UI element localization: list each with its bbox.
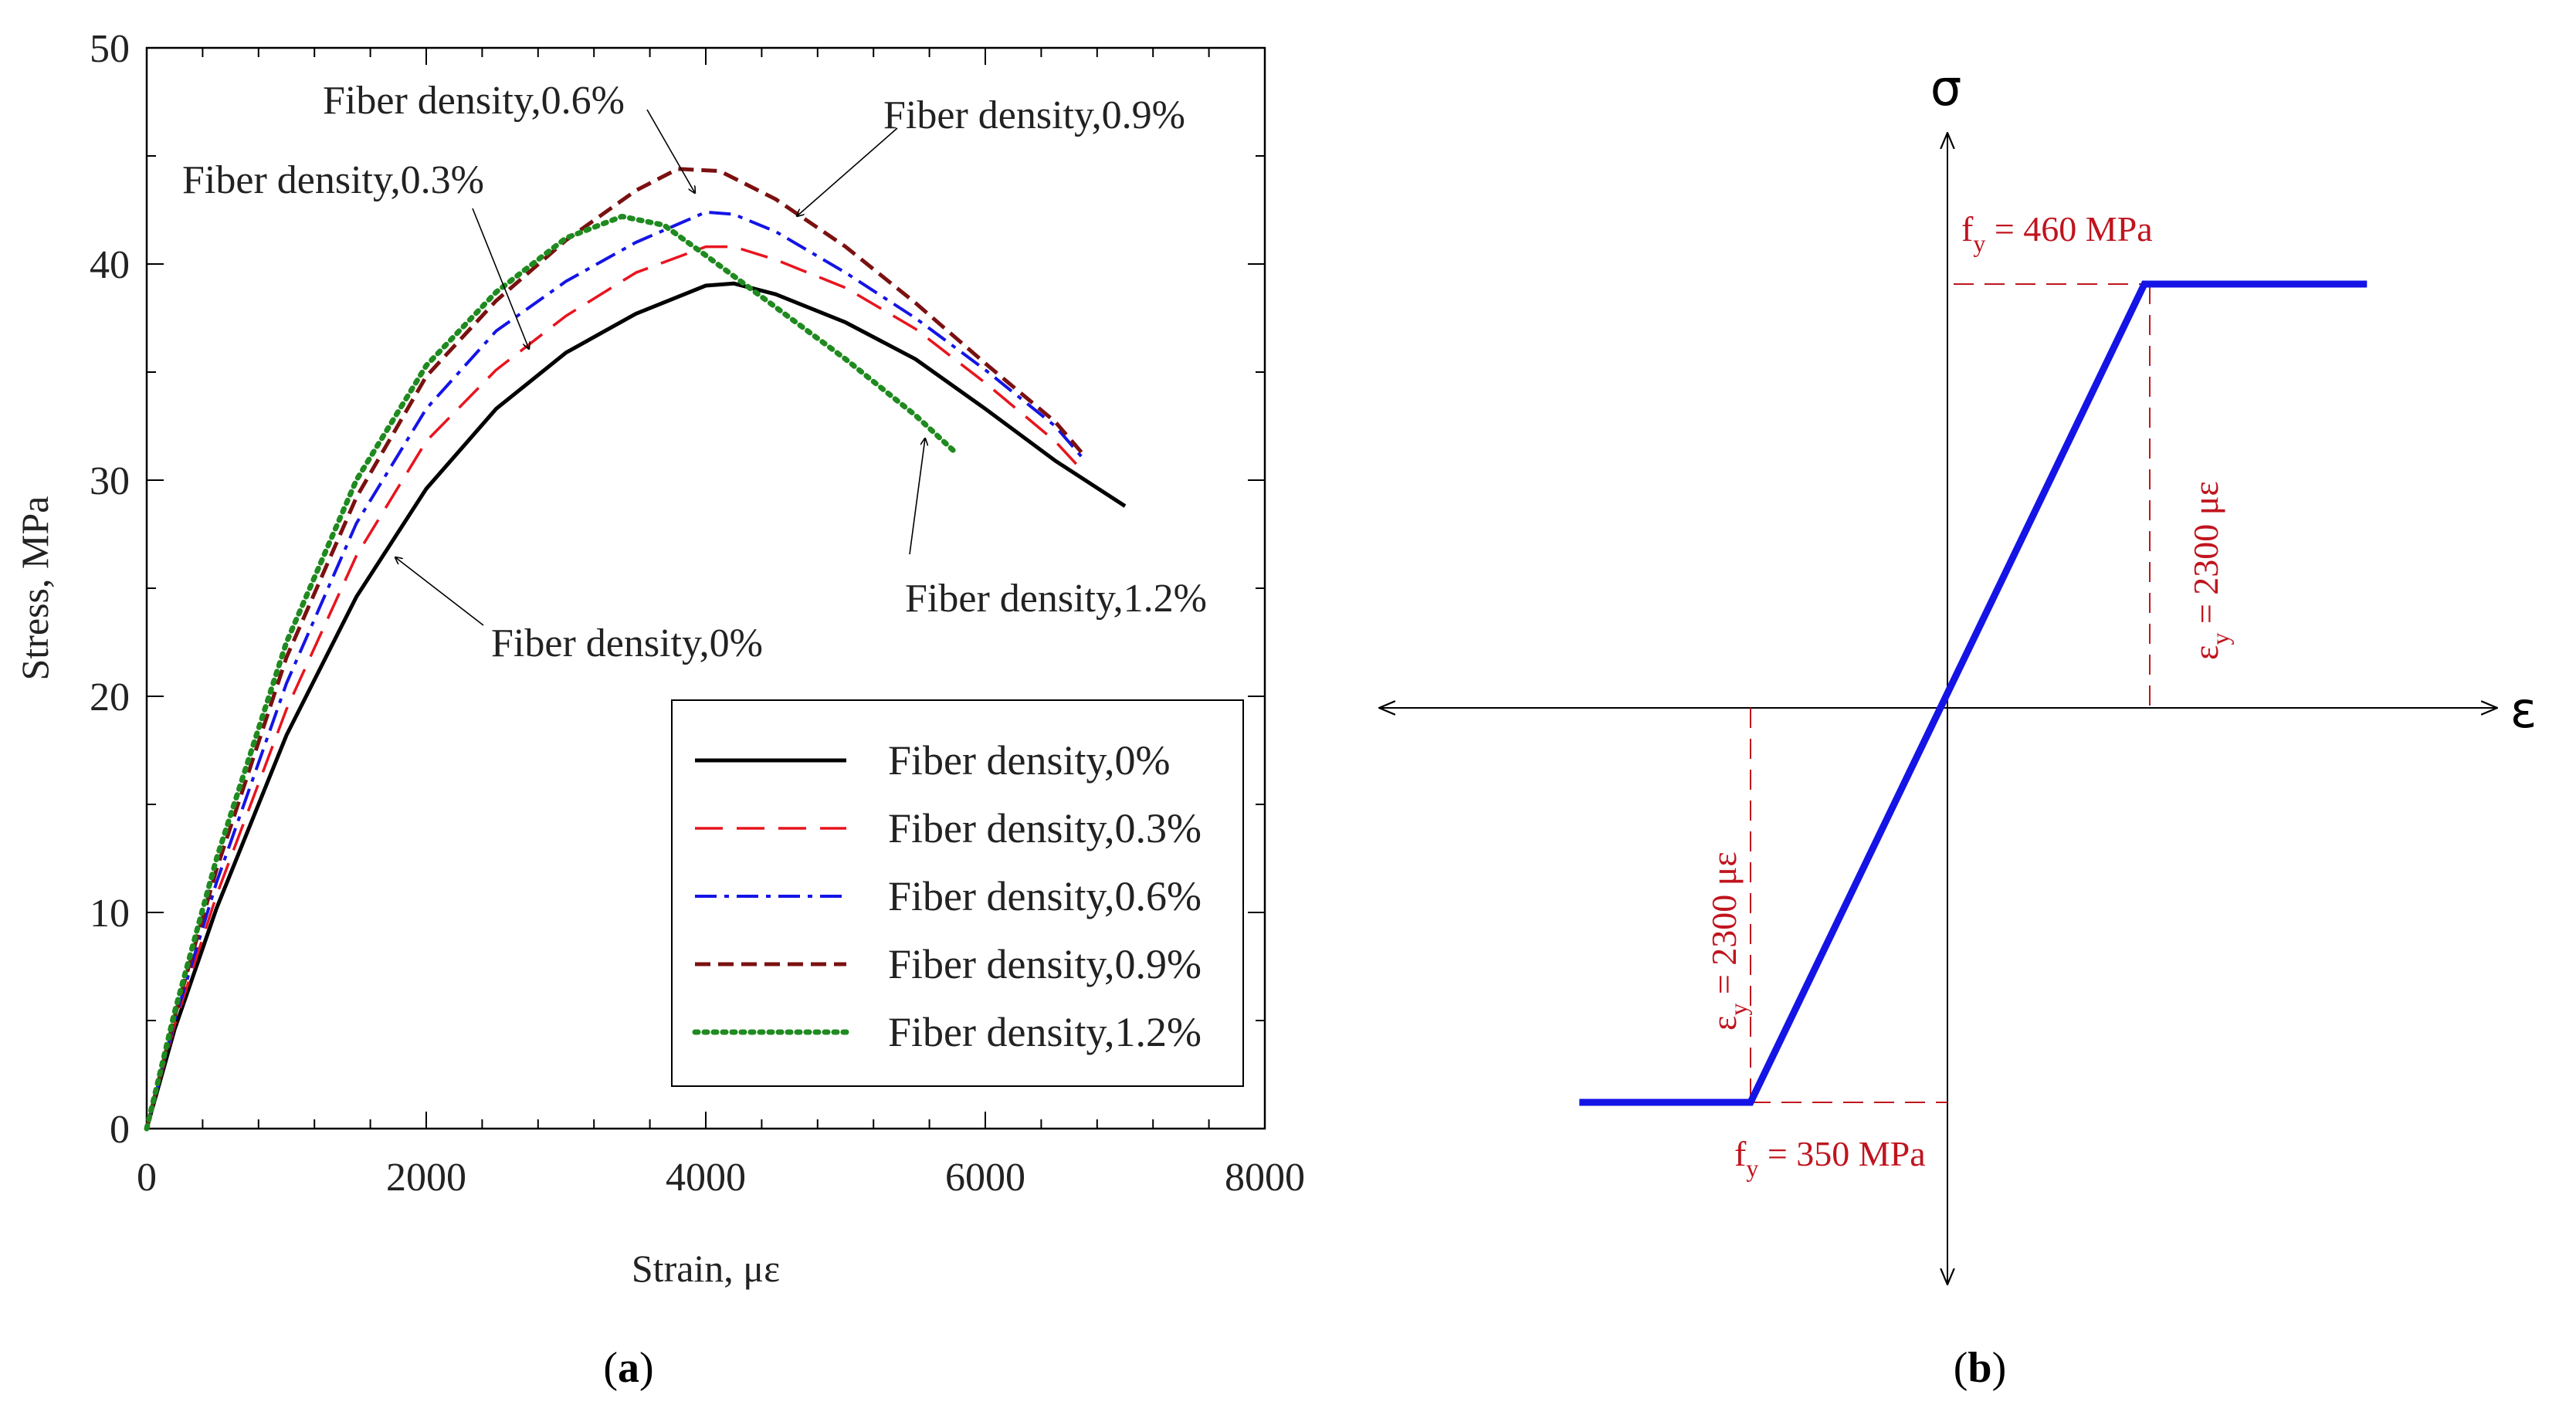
x-tick-label: 2000 xyxy=(386,1156,466,1200)
series-line-1 xyxy=(145,245,1084,1129)
callout-label-0.9pct: Fiber density,0.9% xyxy=(883,93,1185,137)
panel-b-stress-strain-model: σ ε fy = 460 MPa fy = 350 MPa εy = 2300 … xyxy=(1379,60,2537,1392)
axis-tick-labels: 0 2000 4000 6000 8000 0 10 20 30 40 50 xyxy=(90,27,1305,1200)
y-tick-label: 50 xyxy=(90,27,130,71)
series-line-3 xyxy=(144,167,1085,1129)
callout-label-0.6pct: Fiber density,0.6% xyxy=(323,79,625,123)
legend-label-2: Fiber density,0.6% xyxy=(888,873,1202,919)
y-axis-label: Stress, MPa xyxy=(13,496,56,681)
elastic-perfectly-plastic-line xyxy=(1579,280,2368,1106)
y-tick-label: 10 xyxy=(90,892,130,936)
callout-arrow xyxy=(909,438,925,555)
x-axis-label: Strain, με xyxy=(632,1247,780,1290)
callout-0pct: Fiber density,0% xyxy=(395,557,763,665)
x-tick-label: 4000 xyxy=(666,1156,746,1200)
series-line-0 xyxy=(144,281,1127,1129)
callout-label-1.2pct: Fiber density,1.2% xyxy=(905,577,1207,621)
panel-b-label: (b) xyxy=(1954,1344,2006,1392)
callout-1.2pct: Fiber density,1.2% xyxy=(905,438,1207,621)
yield-guides xyxy=(1750,283,2151,1103)
stress-axis-label: σ xyxy=(1930,60,1962,117)
eps-y-left-label: εy = 2300 με xyxy=(1704,851,1752,1031)
callout-arrow xyxy=(395,557,484,626)
series-lines xyxy=(144,167,1127,1132)
callout-0.3pct: Fiber density,0.3% xyxy=(182,158,529,349)
legend: Fiber density,0% Fiber density,0.3% Fiber … xyxy=(671,699,1244,1087)
fy-bottom-label: fy = 350 MPa xyxy=(1734,1134,1926,1182)
callout-label-0pct: Fiber density,0% xyxy=(491,621,763,665)
callout-label-0.3pct: Fiber density,0.3% xyxy=(182,158,484,202)
fy-top-label: fy = 460 MPa xyxy=(1961,209,2153,257)
callout-0.9pct: Fiber density,0.9% xyxy=(797,93,1185,216)
callout-arrow xyxy=(646,109,695,193)
callout-arrow xyxy=(472,208,529,349)
series-line-4 xyxy=(144,213,961,1132)
legend-label-0: Fiber density,0% xyxy=(888,737,1170,784)
callout-0.6pct: Fiber density,0.6% xyxy=(323,79,695,193)
legend-label-3: Fiber density,0.9% xyxy=(888,941,1202,987)
x-tick-label: 6000 xyxy=(945,1156,1025,1200)
x-tick-label: 0 xyxy=(137,1156,157,1200)
callout-arrow xyxy=(797,127,898,216)
eps-y-right-label: εy = 2300 με xyxy=(2186,481,2234,660)
y-tick-label: 30 xyxy=(90,459,130,503)
panel-a-label: (a) xyxy=(603,1344,653,1392)
legend-label-4: Fiber density,1.2% xyxy=(888,1009,1202,1055)
legend-label-1: Fiber density,0.3% xyxy=(888,805,1202,851)
y-tick-label: 40 xyxy=(90,243,130,287)
series-line-2 xyxy=(145,210,1085,1129)
legend-box xyxy=(671,699,1244,1087)
y-tick-label: 20 xyxy=(90,675,130,719)
axis-ticks xyxy=(146,47,1266,1129)
strain-axis-label: ε xyxy=(2510,682,2537,740)
panel-a-stress-strain-chart: 0 2000 4000 6000 8000 0 10 20 30 40 50 Stress, MPa… xyxy=(13,27,1305,1392)
y-tick-label: 0 xyxy=(110,1108,130,1152)
x-tick-label: 8000 xyxy=(1225,1156,1305,1200)
